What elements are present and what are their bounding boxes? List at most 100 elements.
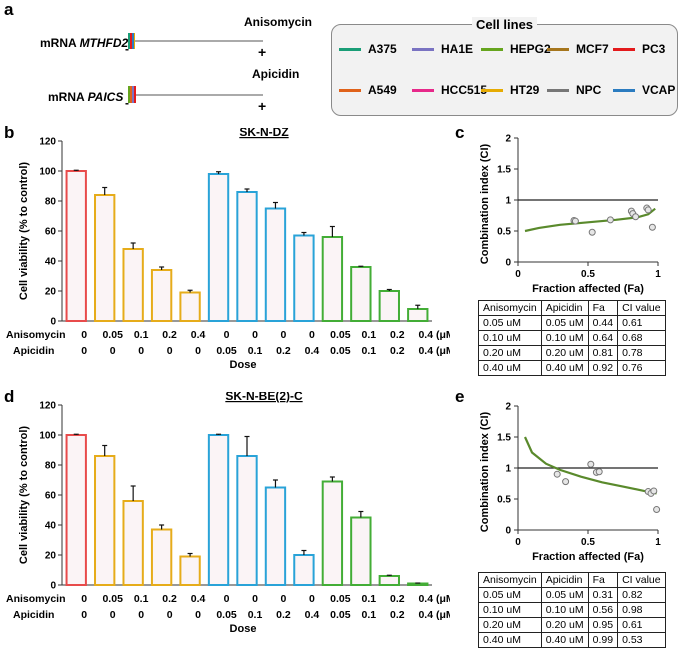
dose-label-apicidin: 0 xyxy=(195,345,201,357)
dose-label-anisomycin: 0 xyxy=(224,329,230,341)
legend-item-pc3: PC3 xyxy=(613,42,665,56)
dose-label-apicidin: 0.05 xyxy=(216,345,237,357)
x-tick-label: 0.5 xyxy=(581,537,595,548)
dose-label-apicidin: 0.4 xyxy=(418,345,433,357)
panel-letter-d: d xyxy=(4,387,15,406)
bar xyxy=(236,191,258,322)
legend-swatch xyxy=(339,88,361,92)
x-tick-label: 0 xyxy=(515,537,521,548)
legend-item-hcc515: HCC515 xyxy=(412,83,487,97)
dose-label-anisomycin: 0.2 xyxy=(390,593,405,605)
dose-label-apicidin: 0.1 xyxy=(362,609,377,621)
dose-label-anisomycin: 0 xyxy=(81,329,87,341)
bar xyxy=(407,308,429,322)
table-row: 0.05 uM 0.05 uM 0.44 0.61 xyxy=(478,315,666,331)
dose-label-apicidin: 0.05 xyxy=(330,609,351,621)
ci-table-c: Anisomycin Apicidin Fa CI value 0.05 uM 0.05… xyxy=(478,300,666,376)
y-tick-label: 80 xyxy=(45,461,57,472)
data-point xyxy=(644,206,652,214)
table-row: 0.20 uM 0.20 uM 0.95 0.61 xyxy=(478,617,666,633)
y-tick-label: 20 xyxy=(45,551,57,562)
table-row: 0.20 uM 0.20 uM 0.81 0.78 xyxy=(478,345,666,361)
y-tick-label: 80 xyxy=(45,197,57,208)
bar xyxy=(350,516,372,586)
legend-item-ha1e: HA1E xyxy=(412,42,473,56)
track-1-minus: - xyxy=(125,42,129,56)
x-tick-label: 0.5 xyxy=(581,269,595,280)
data-point xyxy=(648,223,656,231)
dose-label-apicidin: 0.2 xyxy=(390,345,405,357)
gene-tracks xyxy=(128,33,263,103)
dose-label-anisomycin: 0.05 xyxy=(102,593,123,605)
legend-swatch xyxy=(547,47,569,51)
panel-letter-a: a xyxy=(4,0,14,19)
ci-plot-sk-n-be2c: 0 0.5 1 1.5 2 0 0.5 1 Combination index (CI) Frac… xyxy=(479,402,661,564)
data-point xyxy=(562,478,570,486)
dose-label-apicidin: 0 xyxy=(110,609,116,621)
y-tick-label: 40 xyxy=(45,257,57,268)
dose-label-anisomycin: 0.2 xyxy=(162,329,177,341)
legend-swatch xyxy=(412,88,434,92)
dose-label-apicidin: 0.4 xyxy=(305,345,320,357)
legend-swatch xyxy=(613,88,635,92)
bar xyxy=(378,575,400,586)
dose-label-anisomycin: 0.1 xyxy=(134,329,149,341)
dose-label-anisomycin: 0.2 xyxy=(162,593,177,605)
dose-label-anisomycin: 0.05 xyxy=(330,593,351,605)
legend-item-vcap: VCAP xyxy=(613,83,675,97)
track-2-bar xyxy=(128,86,263,103)
row-label-apicidin: Apicidin xyxy=(13,609,54,621)
dose-label-apicidin: 0.1 xyxy=(248,609,263,621)
y-tick-label: 0 xyxy=(505,258,511,269)
bar xyxy=(293,554,315,586)
legend-swatch xyxy=(547,88,569,92)
y-tick-label: 1 xyxy=(505,196,511,207)
legend-swatch xyxy=(481,88,503,92)
bar xyxy=(264,486,287,586)
data-point xyxy=(650,487,658,495)
ci-table-e: Anisomycin Apicidin Fa CI value 0.05 uM 0.05… xyxy=(478,572,666,648)
legend-item-hepg2: HEPG2 xyxy=(481,42,551,56)
dose-label-apicidin: 0 xyxy=(167,609,173,621)
track-1-bar xyxy=(128,33,263,49)
table-row: 0.40 uM 0.40 uM 0.92 0.76 xyxy=(478,360,666,376)
track-2-minus: - xyxy=(125,96,129,110)
bar-chart-sk-n-be2c: SK-N-BE(2)-C 0 20 40 60 80 100 120 Cell viabilit… xyxy=(6,392,450,635)
dose-label-apicidin: 0.2 xyxy=(390,609,405,621)
cell-lines-legend: Cell lines A375 HA1E HEPG2 MCF7 PC3 A549… xyxy=(331,17,678,116)
dose-label-anisomycin: 0.05 xyxy=(102,329,123,341)
track-1-plus: + xyxy=(258,44,267,60)
data-point xyxy=(588,228,596,236)
dose-label-apicidin: 0 xyxy=(138,609,144,621)
bar xyxy=(65,434,87,586)
y-tick-label: 0.5 xyxy=(497,227,511,238)
row-label-apicidin: Apicidin xyxy=(13,345,54,357)
row-label-anisomycin: Anisomycin xyxy=(6,593,66,605)
dose-label-apicidin: 0 xyxy=(167,345,173,357)
y-tick-label: 120 xyxy=(39,401,56,412)
y-axis-label: Cell viability (% to control) xyxy=(18,426,30,564)
legend-item-npc: NPC xyxy=(547,83,601,97)
data-point xyxy=(595,468,603,476)
x-tick-label: 0 xyxy=(515,269,521,280)
bar xyxy=(150,528,173,586)
table-row: 0.05 uM 0.05 uM 0.31 0.82 xyxy=(478,587,666,603)
table-row: 0.10 uM 0.10 uM 0.64 0.68 xyxy=(478,330,666,346)
table-row: 0.40 uM 0.40 uM 0.99 0.53 xyxy=(478,632,666,648)
bar xyxy=(321,236,344,322)
panel-letter-e: e xyxy=(455,387,465,406)
y-tick-label: 0 xyxy=(50,581,56,592)
unit-label: (μM) xyxy=(436,593,450,605)
dose-label-anisomycin: 0 xyxy=(309,329,315,341)
data-point xyxy=(553,470,561,478)
dose-label-anisomycin: 0 xyxy=(281,329,287,341)
ci-plot-sk-n-dz: 0 0.5 1 1.5 2 0 0.5 1 Combination index (CI) Frac… xyxy=(479,134,661,296)
y-tick-label: 100 xyxy=(39,167,56,178)
unit-label: (μM) xyxy=(436,609,450,621)
y-tick-label: 40 xyxy=(45,521,57,532)
y-tick-label: 2 xyxy=(505,402,511,413)
dose-label-anisomycin: 0 xyxy=(309,593,315,605)
dose-label-anisomycin: 0 xyxy=(252,593,258,605)
y-tick-label: 120 xyxy=(39,137,56,148)
legend-title: Cell lines xyxy=(471,17,538,32)
